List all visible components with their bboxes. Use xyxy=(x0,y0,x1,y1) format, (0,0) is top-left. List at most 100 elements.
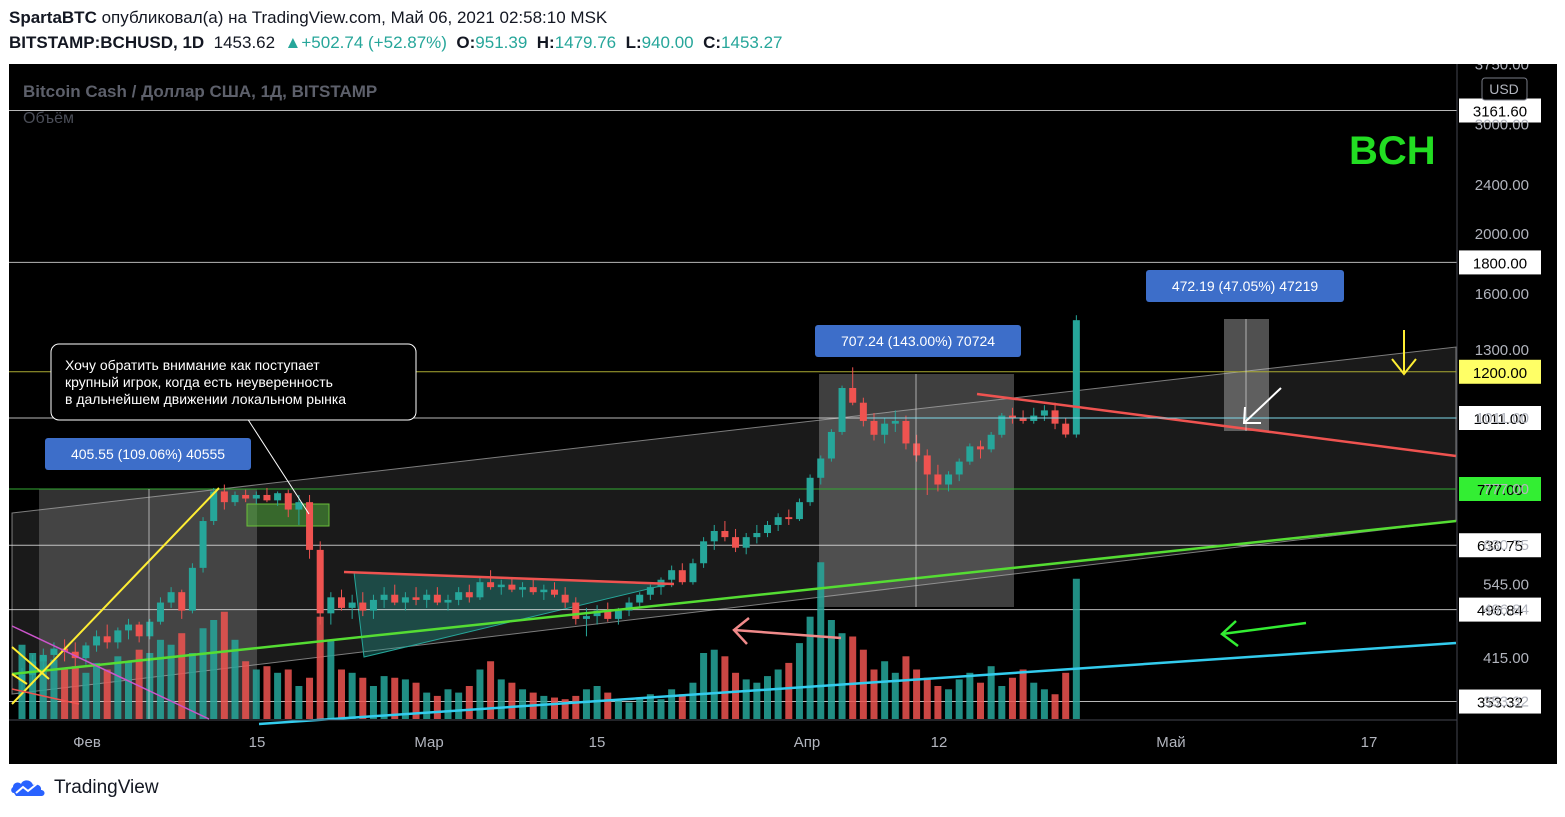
candle-body xyxy=(625,602,633,611)
candle-body xyxy=(689,563,697,583)
volume-bar xyxy=(284,669,292,719)
volume-bar xyxy=(369,686,377,719)
red-triangle-line[interactable] xyxy=(343,570,675,586)
volume-bar xyxy=(934,686,942,719)
close-label: C: xyxy=(703,33,722,52)
price-level-text: 1200.00 xyxy=(1473,365,1527,382)
volume-bar xyxy=(306,677,314,719)
volume-bar xyxy=(881,661,889,719)
price-tick-label: 545.00 xyxy=(1483,577,1529,594)
chart-panel[interactable]: Bitcoin Cash / Доллар США, 1Д, BITSTAMP … xyxy=(9,56,1557,764)
volume-bar xyxy=(604,692,612,719)
yellow-trendline[interactable] xyxy=(11,487,220,705)
price-tick-label: 1600.00 xyxy=(1475,286,1529,303)
candles xyxy=(18,315,1080,697)
candle-body xyxy=(987,434,995,450)
chart-title: Bitcoin Cash / Доллар США, 1Д, BITSTAMP xyxy=(23,82,377,101)
measure-label-2[interactable]: 707.24 (143.00%) 70724 xyxy=(815,325,1021,357)
currency-badge[interactable]: USD xyxy=(1481,77,1528,101)
volume-bar xyxy=(1019,669,1027,719)
volume-bar xyxy=(721,656,729,719)
candle-body xyxy=(146,621,154,637)
candle-body xyxy=(71,651,79,659)
volume-bar xyxy=(156,639,164,719)
volume-bar xyxy=(274,672,282,719)
red-short-line[interactable] xyxy=(11,688,80,705)
open-value: 951.39 xyxy=(475,33,528,52)
candle-body xyxy=(82,645,90,659)
pink-arrow-icon[interactable] xyxy=(733,628,842,640)
volume-bar xyxy=(188,653,196,719)
volume-bar xyxy=(497,679,505,719)
candle-body xyxy=(327,597,335,614)
candle-body xyxy=(1008,415,1016,419)
yellow-short-line[interactable] xyxy=(11,646,50,680)
time-axis[interactable]: Фев 15 Мар 15 Апр 12 Май 17 xyxy=(73,734,1377,751)
volume-bar xyxy=(125,661,132,719)
measure-label-3[interactable]: 472.19 (47.05%) 47219 xyxy=(1146,270,1344,302)
candle-body xyxy=(646,587,654,595)
time-tick-label: Май xyxy=(1156,734,1185,751)
volume-bar xyxy=(551,697,558,719)
price-level-text: 496.84 xyxy=(1477,603,1523,620)
ohlc-line: BITSTAMP:BCHUSD, 1D 1453.62 ▲+502.74 (+5… xyxy=(9,33,783,53)
volume-bar xyxy=(359,677,367,719)
volume-bar xyxy=(593,686,601,719)
note-callout[interactable]: Хочу обратить внимание как поступает кру… xyxy=(50,343,417,421)
candle-body xyxy=(423,594,431,600)
measure-label-1[interactable]: 405.55 (109.06%) 40555 xyxy=(45,438,251,470)
volume-bar xyxy=(710,649,718,719)
candle-body xyxy=(998,415,1006,435)
measure-text-1: 405.55 (109.06%) 40555 xyxy=(71,446,225,462)
price-tick-label: 415.00 xyxy=(1483,650,1529,667)
candle-body xyxy=(476,582,484,598)
volume-bar xyxy=(998,686,1006,719)
volume-bar xyxy=(891,672,899,719)
purple-line[interactable] xyxy=(11,625,210,720)
author-name[interactable]: SpartaBTC xyxy=(9,8,97,27)
cyan-trendline[interactable] xyxy=(258,641,1457,726)
tradingview-cloud-icon xyxy=(11,780,45,796)
green-arrow-icon[interactable] xyxy=(1221,621,1307,636)
candle-body xyxy=(923,455,931,475)
price-level-tag xyxy=(1459,689,1541,714)
candle-body xyxy=(849,387,857,403)
price-tick-label: 496.84 xyxy=(1483,602,1529,619)
price-tick-label: 1011.00 xyxy=(1476,410,1529,427)
volume-bar xyxy=(955,679,963,719)
volume-bar xyxy=(220,611,228,719)
candle-body xyxy=(167,592,175,603)
candle-body xyxy=(551,589,558,595)
volume-bar xyxy=(977,682,984,719)
price-level-tag xyxy=(1459,250,1541,275)
green-trendline[interactable] xyxy=(11,519,1457,676)
volume-bar xyxy=(902,656,910,719)
volume-bar xyxy=(210,620,218,719)
candle-body xyxy=(795,502,803,520)
volume-bar xyxy=(423,692,431,719)
volume-bar xyxy=(987,666,995,719)
high-value: 1479.76 xyxy=(554,33,617,52)
candle-body xyxy=(18,674,26,682)
volume-bar xyxy=(401,679,409,719)
candle-body xyxy=(188,567,196,611)
candle-body xyxy=(934,474,942,485)
candle-body xyxy=(636,594,644,603)
white-arrow-icon[interactable] xyxy=(1243,387,1282,424)
candle-body xyxy=(582,616,590,619)
time-tick-label: Мар xyxy=(414,734,443,751)
candle-body xyxy=(955,461,963,475)
close-value: 1453.27 xyxy=(721,33,783,52)
red-resistance-line[interactable] xyxy=(976,392,1457,458)
price-axis[interactable]: 3161.60 1800.00 1200.00 1011.00 777.00 630.75… xyxy=(1459,56,1541,714)
volume-bar xyxy=(327,639,335,719)
price-level-text: 777.00 xyxy=(1477,482,1523,499)
yellow-short-line-2[interactable] xyxy=(11,673,28,685)
volume-bar xyxy=(135,649,143,719)
tradingview-logo[interactable]: TradingView xyxy=(10,777,159,799)
candle-body xyxy=(401,597,409,603)
price-chart[interactable]: Bitcoin Cash / Доллар США, 1Д, BITSTAMP … xyxy=(9,56,1557,764)
volume-bar xyxy=(817,562,825,719)
volume-bar xyxy=(764,676,771,719)
volume-bar xyxy=(71,666,79,719)
